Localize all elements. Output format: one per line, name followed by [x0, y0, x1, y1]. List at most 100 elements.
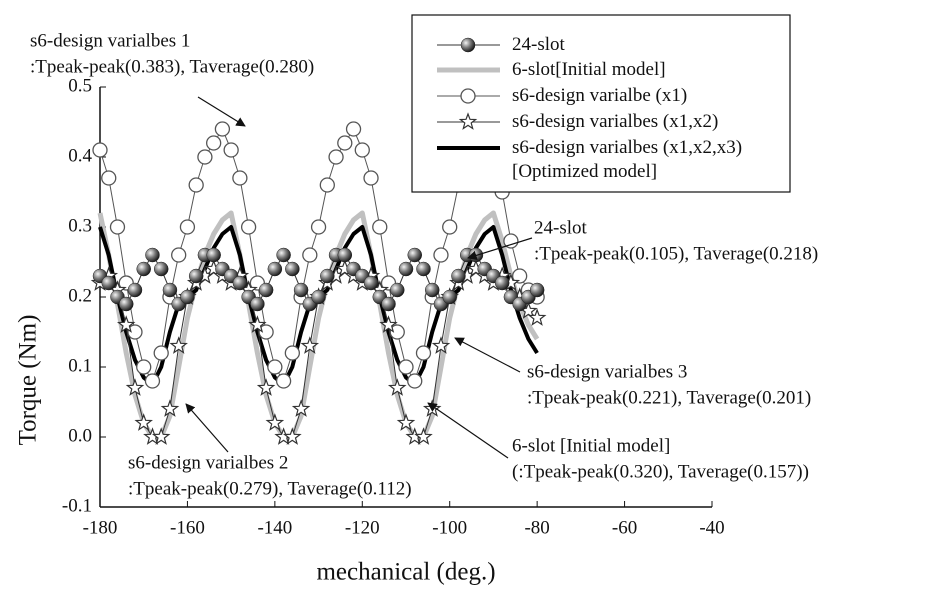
star-marker	[431, 336, 451, 354]
annotation: s6-design varialbes 2	[128, 452, 288, 473]
circle-marker	[407, 373, 423, 389]
star-marker	[291, 399, 311, 417]
star-marker	[414, 427, 433, 445]
circle-marker	[363, 170, 379, 186]
x-tick-label: -140	[257, 517, 292, 538]
circle-marker	[136, 359, 152, 375]
legend-label: 6-slot[Initial model]	[512, 59, 666, 80]
circle-marker	[460, 88, 476, 104]
sphere-marker	[293, 282, 309, 298]
circle-marker	[92, 142, 108, 158]
circle-marker	[389, 324, 405, 340]
circle-marker	[214, 121, 231, 137]
sphere-marker	[232, 275, 248, 291]
circle-marker	[179, 219, 196, 235]
sphere-marker	[494, 275, 510, 291]
sphere-marker	[363, 275, 379, 291]
sphere-marker	[398, 261, 414, 277]
annotation: 24-slot	[534, 217, 588, 238]
circle-marker	[188, 177, 204, 193]
sphere-marker	[416, 261, 431, 277]
star-marker	[396, 413, 416, 431]
circle-marker	[302, 247, 318, 263]
circle-marker	[284, 345, 300, 361]
x-tick-label: -180	[83, 517, 118, 538]
circle-marker	[442, 219, 458, 235]
circle-marker	[275, 373, 292, 389]
annotation: :Tpeak-peak(0.105), Taverage(0.218)	[534, 243, 818, 264]
sphere-marker	[460, 37, 476, 53]
legend-label: s6-design varialbes (x1,x2,x3) [Optimize…	[512, 137, 743, 182]
sphere-marker	[250, 296, 265, 312]
circle-marker	[345, 121, 362, 137]
circle-marker	[398, 359, 414, 375]
y-tick-label: 0.4	[68, 145, 92, 166]
sphere-marker	[136, 261, 151, 277]
circle-marker	[127, 324, 143, 340]
star-marker	[256, 378, 276, 396]
star-marker	[387, 378, 407, 396]
sphere-marker	[451, 268, 466, 284]
sphere-marker	[311, 289, 326, 305]
sphere-marker	[276, 247, 291, 263]
star-marker	[283, 427, 302, 445]
star-marker	[169, 336, 188, 354]
y-tick-label: 0.2	[68, 285, 92, 306]
star-marker	[125, 378, 145, 396]
circle-marker	[328, 149, 344, 165]
sphere-marker	[407, 247, 422, 263]
circle-marker	[109, 219, 126, 235]
star-marker	[248, 315, 267, 333]
legend-label: 24-slot	[512, 34, 565, 55]
star-marker	[116, 315, 136, 333]
sphere-marker	[285, 261, 300, 277]
x-tick-label: -40	[699, 517, 724, 538]
annotation: 6-slot [Initial model]	[512, 435, 670, 456]
circle-marker	[503, 233, 519, 249]
circle-marker	[240, 219, 257, 235]
star-marker	[265, 413, 285, 431]
annotation: :Tpeak-peak(0.279), Taverage(0.112)	[128, 478, 412, 499]
x-tick-label: -160	[170, 517, 205, 538]
sphere-marker	[206, 247, 221, 263]
sphere-marker	[442, 289, 457, 305]
annotation-arrow	[197, 96, 246, 127]
circle-marker	[267, 359, 283, 375]
star-marker	[458, 112, 478, 130]
circle-marker	[223, 142, 239, 158]
star-marker	[300, 336, 320, 354]
circle-marker	[310, 219, 327, 235]
y-tick-label: 0.0	[68, 425, 92, 446]
circle-marker	[433, 247, 449, 263]
x-tick-label: -120	[345, 517, 380, 538]
circle-marker	[153, 345, 169, 361]
star-marker	[379, 315, 398, 333]
annotation-arrow	[427, 402, 509, 459]
circle-marker	[512, 268, 528, 284]
circle-marker	[232, 170, 248, 186]
sphere-marker	[320, 268, 335, 284]
sphere-marker	[424, 282, 440, 298]
annotation: :Tpeak-peak(0.383), Taverage(0.280)	[30, 56, 314, 77]
y-tick-label: 0.5	[68, 75, 92, 96]
sphere-marker	[153, 261, 169, 277]
star-marker	[134, 413, 153, 431]
sphere-marker	[145, 247, 160, 263]
star-marker	[527, 308, 547, 326]
y-axis-label: Torque (Nm)	[15, 315, 42, 446]
y-tick-label: 0.1	[68, 355, 92, 376]
sphere-marker	[118, 296, 134, 312]
x-tick-label: -60	[612, 517, 637, 538]
x-tick-label: -80	[524, 517, 549, 538]
sphere-marker	[101, 275, 116, 291]
annotation-arrow	[467, 237, 533, 261]
x-axis-label: mechanical (deg.)	[316, 559, 495, 586]
sphere-marker	[162, 282, 178, 298]
circle-marker	[144, 373, 161, 389]
sphere-marker	[390, 282, 405, 298]
legend-label: s6-design varialbe (x1)	[512, 85, 688, 106]
y-tick-label: 0.3	[68, 215, 92, 236]
circle-marker	[258, 324, 274, 340]
